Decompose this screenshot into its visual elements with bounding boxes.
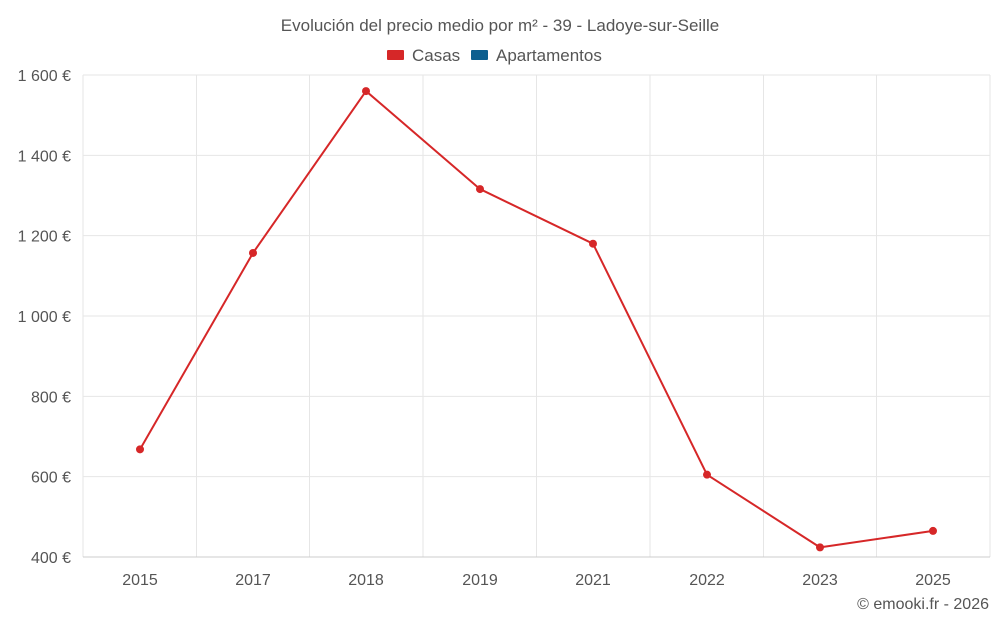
x-tick-label: 2023: [802, 572, 838, 589]
series: [136, 87, 937, 552]
data-point[interactable]: [362, 87, 370, 96]
x-tick-label: 2021: [575, 572, 611, 589]
x-tick-label: 2018: [348, 572, 384, 589]
x-tick-label: 2022: [689, 572, 725, 589]
legend-label-casas[interactable]: Casas: [412, 46, 460, 65]
y-tick-label: 1 000 €: [18, 309, 71, 326]
legend-swatch-casas: [387, 50, 404, 60]
data-point[interactable]: [249, 248, 257, 257]
legend-swatch-apartamentos: [471, 50, 488, 60]
y-tick-label: 800 €: [31, 389, 71, 406]
y-axis-ticks: 400 € 600 € 800 € 1 000 € 1 200 € 1 400 € 1 60…: [18, 68, 71, 567]
data-point[interactable]: [136, 445, 144, 454]
data-point[interactable]: [703, 470, 711, 479]
legend-label-apartamentos[interactable]: Apartamentos: [496, 46, 602, 65]
x-tick-label: 2025: [915, 572, 951, 589]
y-tick-label: 1 200 €: [18, 229, 71, 246]
data-point[interactable]: [929, 526, 937, 535]
chart-title: Evolución del precio medio por m² - 39 -…: [281, 16, 719, 35]
legend: Casas Apartamentos: [387, 46, 602, 65]
x-tick-label: 2019: [462, 572, 498, 589]
y-tick-label: 600 €: [31, 470, 71, 487]
x-tick-label: 2015: [122, 572, 158, 589]
y-tick-label: 1 400 €: [18, 148, 71, 165]
y-tick-label: 1 600 €: [18, 68, 71, 85]
data-point[interactable]: [476, 185, 484, 194]
credit-text: © emooki.fr - 2026: [857, 596, 989, 613]
series-line-casas: [139, 90, 934, 549]
y-tick-label: 400 €: [31, 550, 71, 567]
data-point[interactable]: [589, 239, 597, 248]
grid: [82, 74, 991, 557]
x-axis-ticks: 2015 2017 2018 2019 2021 2022 2023 2025: [122, 572, 951, 589]
data-point[interactable]: [816, 543, 824, 552]
x-tick-label: 2017: [235, 572, 271, 589]
